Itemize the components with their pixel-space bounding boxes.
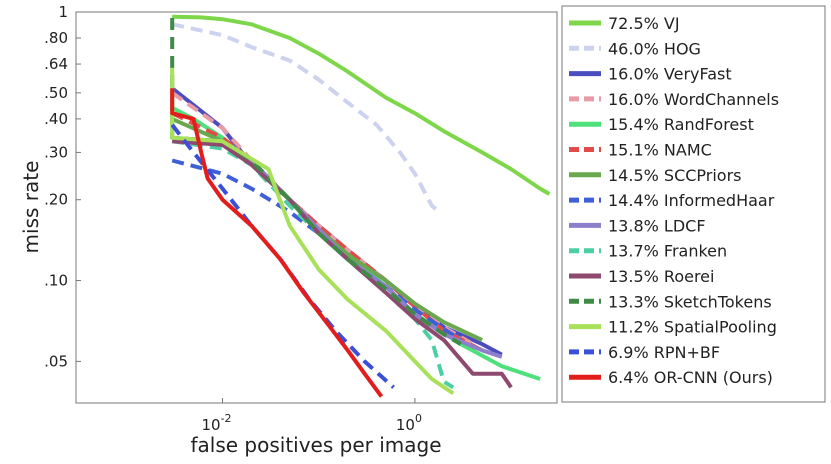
legend: 72.5% VJ 46.0% HOG 16.0% VeryFast 16.0% Wor… — [561, 5, 826, 403]
series-line-2 — [171, 22, 441, 214]
x-tick-label: 100 — [396, 412, 422, 434]
legend-label: 16.0% VeryFast — [608, 65, 732, 84]
legend-item: 11.2% SpatialPooling — [569, 318, 777, 337]
y-tick-label: .30 — [44, 143, 68, 161]
y-tick-label: .05 — [44, 352, 68, 370]
x-tick-base: 10 — [396, 416, 415, 434]
y-tick-label: .64 — [44, 55, 68, 73]
legend-label: 6.4% OR-CNN (Ours) — [608, 368, 773, 387]
legend-item: 16.0% VeryFast — [569, 65, 732, 84]
legend-label: 13.5% Roerei — [608, 267, 714, 286]
y-tick-label: 1 — [58, 3, 68, 21]
series-layer — [170, 14, 551, 398]
legend-label: 15.4% RandForest — [608, 115, 754, 134]
legend-items: 72.5% VJ 46.0% HOG 16.0% VeryFast 16.0% Wor… — [569, 14, 779, 387]
x-tick-label: 10-2 — [201, 412, 231, 434]
series-line-4 — [171, 91, 474, 346]
x-axis-label: false positives per image — [190, 433, 441, 457]
y-tick-label: .40 — [44, 110, 68, 128]
x-tick-exponent: -2 — [221, 412, 232, 425]
legend-item: 16.0% WordChannels — [569, 90, 779, 109]
legend-label: 46.0% HOG — [608, 39, 701, 58]
legend-label: 13.3% SketchTokens — [608, 292, 772, 311]
legend-item: 46.0% HOG — [569, 39, 701, 58]
legend-label: 14.4% InformedHaar — [608, 191, 775, 210]
legend-item: 15.4% RandForest — [569, 115, 754, 134]
plot-area — [75, 11, 558, 404]
x-tick-base: 10 — [201, 416, 220, 434]
y-tick-label: .50 — [44, 84, 68, 102]
legend-label: 14.5% SCCPriors — [608, 166, 742, 185]
legend-item: 15.1% NAMC — [569, 141, 712, 160]
x-tick-exponent: 0 — [415, 412, 422, 425]
y-axis-label: miss rate — [19, 161, 43, 254]
legend-label: 6.9% RPN+BF — [608, 343, 720, 362]
series-line-8 — [171, 158, 462, 342]
series-line-15 — [170, 88, 384, 398]
legend-label: 16.0% WordChannels — [608, 90, 779, 109]
legend-label: 13.8% LDCF — [608, 216, 706, 235]
x-axis-ticks: 10-2 100 — [201, 398, 422, 434]
legend-item: 6.4% OR-CNN (Ours) — [569, 368, 773, 387]
legend-item: 13.3% SketchTokens — [569, 292, 772, 311]
legend-label: 13.7% Franken — [608, 242, 727, 261]
series-line-13 — [170, 67, 455, 396]
y-tick-label: .20 — [44, 191, 68, 209]
legend-item: 6.9% RPN+BF — [569, 343, 720, 362]
legend-frame — [561, 5, 826, 403]
y-axis-ticks: 1 .80 .64 .50 .40 .30 .20 .10 .05 — [44, 3, 81, 370]
legend-item: 13.7% Franken — [569, 242, 727, 261]
legend-item: 72.5% VJ — [569, 14, 680, 33]
legend-item: 13.5% Roerei — [569, 267, 714, 286]
legend-label: 15.1% NAMC — [608, 141, 712, 160]
legend-item: 14.5% SCCPriors — [569, 166, 742, 185]
legend-item: 14.4% InformedHaar — [569, 191, 775, 210]
y-tick-label: .10 — [44, 272, 68, 290]
legend-item: 13.8% LDCF — [569, 216, 706, 235]
legend-label: 11.2% SpatialPooling — [608, 318, 777, 337]
legend-label: 72.5% VJ — [608, 14, 680, 33]
series-line-1 — [172, 14, 551, 196]
y-tick-label: .80 — [44, 29, 68, 47]
